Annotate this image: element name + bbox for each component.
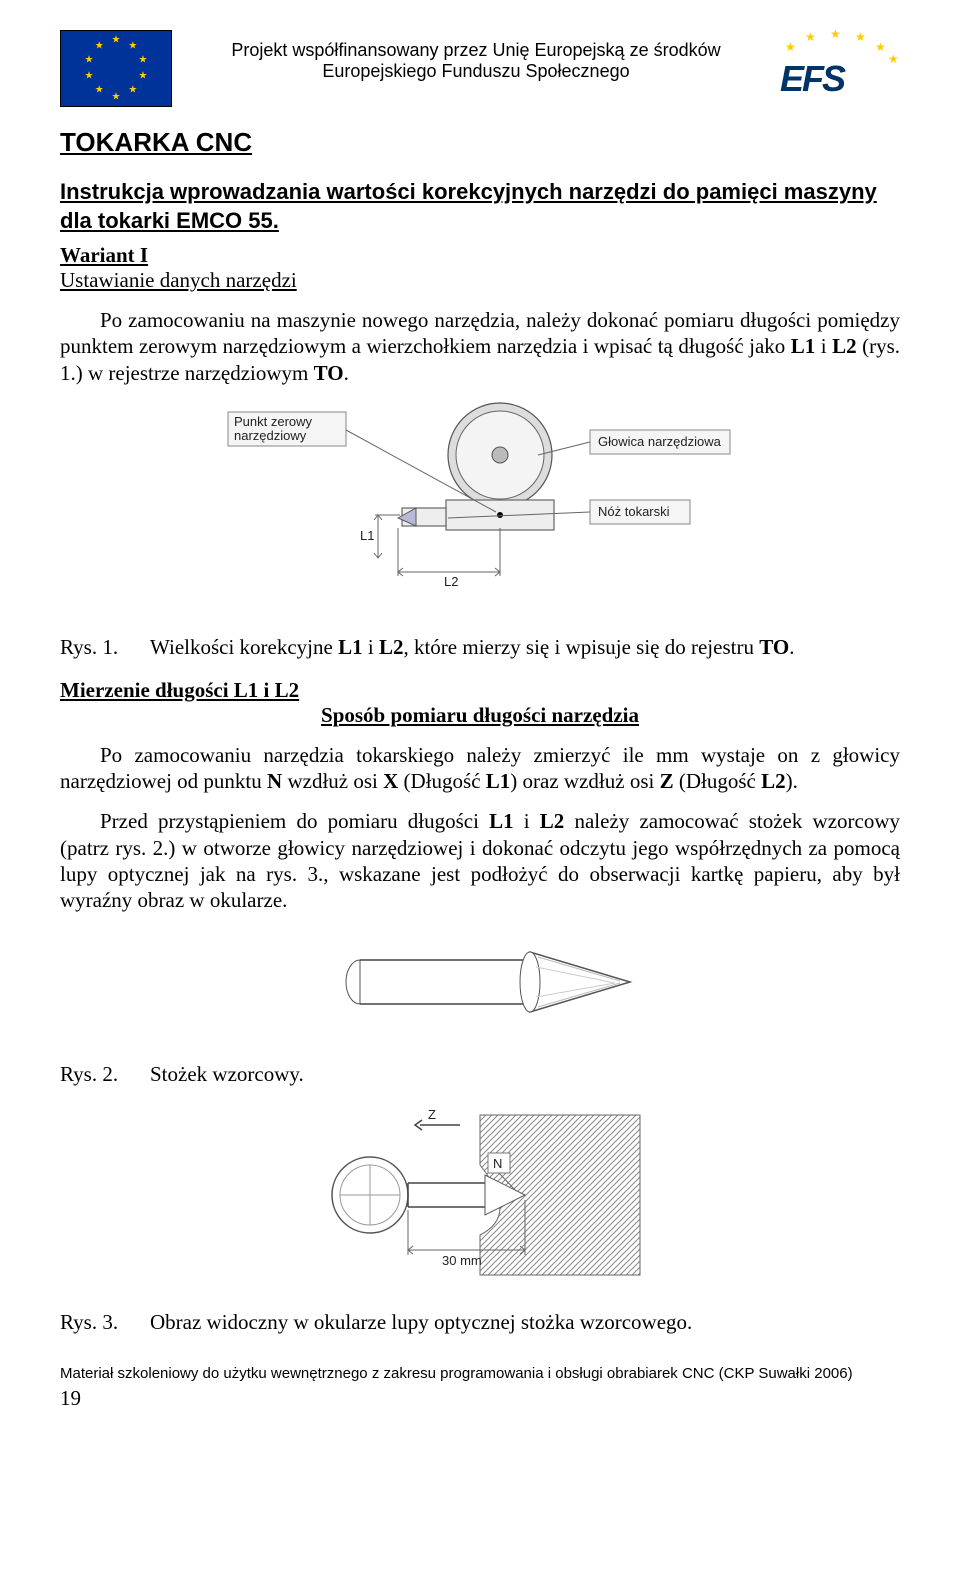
fig1-caption-text: Wielkości korekcyjne L1 i L2, które mier… bbox=[150, 635, 794, 660]
fig1-l2-label: L2 bbox=[444, 574, 458, 589]
variant-heading: Wariant I bbox=[60, 243, 900, 268]
header-line2: Europejskiego Funduszu Społecznego bbox=[322, 61, 629, 81]
fig3-caption-text: Obraz widoczny w okularze lupy optycznej… bbox=[150, 1310, 692, 1335]
fig2-caption-label: Rys. 2. bbox=[60, 1062, 150, 1087]
fig1-l1-label: L1 bbox=[360, 528, 374, 543]
paragraph-1: Po zamocowaniu na maszynie nowego narzęd… bbox=[60, 307, 900, 386]
header-text: Projekt współfinansowany przez Unię Euro… bbox=[172, 30, 780, 82]
fig3-caption-label: Rys. 3. bbox=[60, 1310, 150, 1335]
fig3-z-label: Z bbox=[428, 1107, 436, 1122]
figure-1-caption: Rys. 1. Wielkości korekcyjne L1 i L2, kt… bbox=[60, 635, 900, 660]
efs-text: EFS bbox=[780, 58, 900, 100]
fig1-noz-label: Nóż tokarski bbox=[598, 504, 670, 519]
title-sub: Instrukcja wprowadzania wartości korekcy… bbox=[60, 178, 900, 235]
fig3-n-label: N bbox=[493, 1156, 502, 1171]
figure-1-svg: L1 L2 Punkt zerowy narzędziowy Głowica n… bbox=[220, 400, 740, 610]
fig3-dim-label: 30 mm bbox=[442, 1253, 482, 1268]
efs-logo-icon: ★ ★ ★ ★ ★ ★ EFS bbox=[780, 30, 900, 105]
paragraph-3: Przed przystąpieniem do pomiaru długości… bbox=[60, 808, 900, 913]
header: ★ ★ ★ ★ ★ ★ ★ ★ ★ ★ Projekt współfinanso… bbox=[60, 30, 900, 107]
header-line1: Projekt współfinansowany przez Unię Euro… bbox=[231, 40, 720, 60]
figure-3: N Z 30 mm bbox=[60, 1105, 900, 1290]
section-measure: Mierzenie długości L1 i L2 bbox=[60, 678, 900, 703]
paragraph-2: Po zamocowaniu narzędzia tokarskiego nal… bbox=[60, 742, 900, 795]
fig1-pz-label1: Punkt zerowy bbox=[234, 414, 313, 429]
figure-3-caption: Rys. 3. Obraz widoczny w okularze lupy o… bbox=[60, 1310, 900, 1335]
figure-2 bbox=[60, 927, 900, 1042]
eu-flag-icon: ★ ★ ★ ★ ★ ★ ★ ★ ★ ★ bbox=[60, 30, 172, 107]
fig2-caption-text: Stożek wzorcowy. bbox=[150, 1062, 304, 1087]
page-number: 19 bbox=[60, 1386, 900, 1411]
figure-2-caption: Rys. 2. Stożek wzorcowy. bbox=[60, 1062, 900, 1087]
footer-text: Materiał szkoleniowy do użytku wewnętrzn… bbox=[60, 1365, 900, 1382]
fig1-glowica-label: Głowica narzędziowa bbox=[598, 434, 722, 449]
fig1-caption-label: Rys. 1. bbox=[60, 635, 150, 660]
figure-2-svg bbox=[300, 927, 660, 1037]
fig1-pz-label2: narzędziowy bbox=[234, 428, 307, 443]
figure-1: L1 L2 Punkt zerowy narzędziowy Głowica n… bbox=[60, 400, 900, 615]
figure-3-svg: N Z 30 mm bbox=[310, 1105, 650, 1285]
section-method: Sposób pomiaru długości narzędzia bbox=[60, 703, 900, 728]
title-main: TOKARKA CNC bbox=[60, 127, 900, 158]
variant-sub: Ustawianie danych narzędzi bbox=[60, 268, 900, 293]
